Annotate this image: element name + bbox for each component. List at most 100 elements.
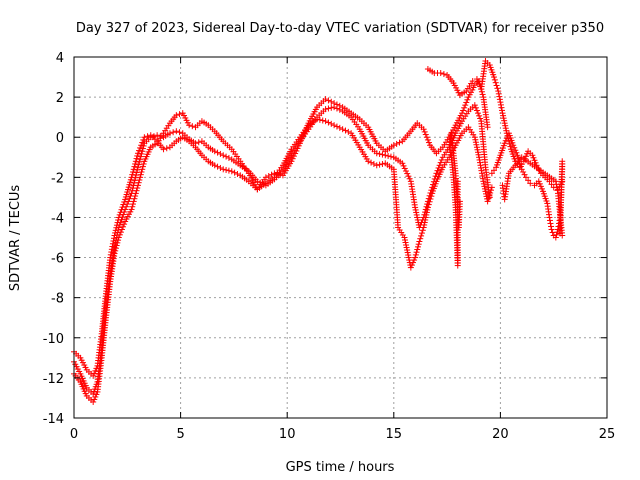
data-point bbox=[480, 180, 487, 187]
data-point bbox=[415, 241, 422, 248]
y-tick-label: -4 bbox=[51, 211, 64, 226]
data-point bbox=[485, 195, 492, 202]
data-point bbox=[505, 138, 512, 145]
data-point bbox=[130, 198, 137, 205]
data-point bbox=[90, 398, 97, 405]
data-point bbox=[500, 112, 507, 119]
data-point bbox=[474, 146, 481, 153]
data-point bbox=[322, 106, 329, 113]
data-point bbox=[548, 223, 555, 230]
data-point bbox=[134, 182, 141, 189]
data-point bbox=[496, 93, 503, 100]
data-point bbox=[536, 180, 543, 187]
data-point bbox=[503, 127, 510, 134]
data-point bbox=[493, 82, 500, 89]
data-point bbox=[170, 129, 177, 136]
data-point bbox=[93, 391, 100, 398]
data-point bbox=[521, 171, 528, 178]
data-point bbox=[131, 163, 138, 170]
data-point bbox=[138, 168, 145, 175]
y-axis-label: SDTVAR / TECUs bbox=[8, 185, 23, 292]
data-point bbox=[223, 153, 230, 160]
y-tick-label: -8 bbox=[51, 292, 64, 307]
data-point bbox=[301, 130, 308, 137]
data-point bbox=[345, 128, 352, 135]
data-point bbox=[108, 246, 115, 253]
y-tick-label: 0 bbox=[56, 131, 64, 146]
data-point bbox=[482, 188, 489, 195]
data-point bbox=[412, 254, 419, 261]
data-point bbox=[373, 150, 380, 157]
data-point bbox=[422, 131, 429, 138]
data-point bbox=[134, 185, 141, 192]
data-point bbox=[112, 247, 119, 254]
data-point bbox=[502, 137, 509, 144]
data-point bbox=[462, 102, 469, 109]
data-point bbox=[475, 149, 482, 156]
data-point bbox=[336, 124, 343, 131]
data-point bbox=[129, 203, 136, 210]
data-point bbox=[405, 173, 412, 180]
data-point bbox=[491, 167, 498, 174]
data-point bbox=[412, 204, 419, 211]
data-point bbox=[132, 160, 139, 167]
data-point bbox=[118, 206, 125, 213]
data-point bbox=[499, 182, 506, 189]
data-point bbox=[137, 174, 144, 181]
data-point bbox=[554, 187, 561, 194]
data-point bbox=[413, 249, 420, 256]
data-point bbox=[484, 124, 491, 131]
data-point bbox=[502, 122, 509, 129]
data-point bbox=[132, 158, 139, 165]
data-point bbox=[525, 177, 532, 184]
data-point bbox=[498, 107, 505, 114]
data-point bbox=[494, 85, 501, 92]
data-point bbox=[140, 160, 147, 167]
data-point bbox=[538, 185, 545, 192]
data-point bbox=[530, 154, 537, 161]
data-point bbox=[109, 243, 116, 250]
data-point bbox=[137, 156, 144, 163]
data-point bbox=[473, 76, 480, 83]
data-point bbox=[132, 190, 139, 197]
data-point bbox=[292, 150, 299, 157]
data-point bbox=[488, 170, 495, 177]
data-point bbox=[228, 168, 235, 175]
data-point bbox=[479, 91, 486, 98]
data-point bbox=[460, 107, 467, 114]
data-point bbox=[399, 160, 406, 167]
data-point bbox=[333, 101, 340, 108]
data-point bbox=[220, 152, 227, 159]
data-point bbox=[428, 193, 435, 200]
x-tick-label: 15 bbox=[386, 427, 403, 442]
data-point bbox=[435, 164, 442, 171]
data-point bbox=[546, 214, 553, 221]
data-point bbox=[111, 250, 118, 257]
data-point bbox=[107, 254, 114, 261]
data-point bbox=[487, 189, 494, 196]
x-tick-label: 20 bbox=[492, 427, 509, 442]
data-point bbox=[547, 220, 554, 227]
data-point bbox=[173, 128, 180, 135]
x-tick-label: 25 bbox=[599, 427, 616, 442]
data-point bbox=[412, 251, 419, 258]
data-points bbox=[71, 58, 566, 405]
data-point bbox=[495, 90, 502, 97]
data-point bbox=[553, 181, 560, 188]
data-point bbox=[464, 96, 471, 103]
data-point bbox=[475, 151, 482, 158]
data-point bbox=[413, 209, 420, 216]
grid bbox=[74, 57, 607, 418]
data-point bbox=[115, 217, 122, 224]
data-point bbox=[496, 96, 503, 103]
data-point bbox=[220, 166, 227, 173]
data-point bbox=[501, 140, 508, 147]
data-point bbox=[376, 150, 383, 157]
data-point bbox=[139, 148, 146, 155]
data-point bbox=[527, 180, 534, 187]
data-point bbox=[469, 78, 476, 85]
data-point bbox=[121, 221, 128, 228]
data-point bbox=[476, 112, 483, 119]
data-point bbox=[262, 174, 269, 181]
data-point bbox=[401, 237, 408, 244]
